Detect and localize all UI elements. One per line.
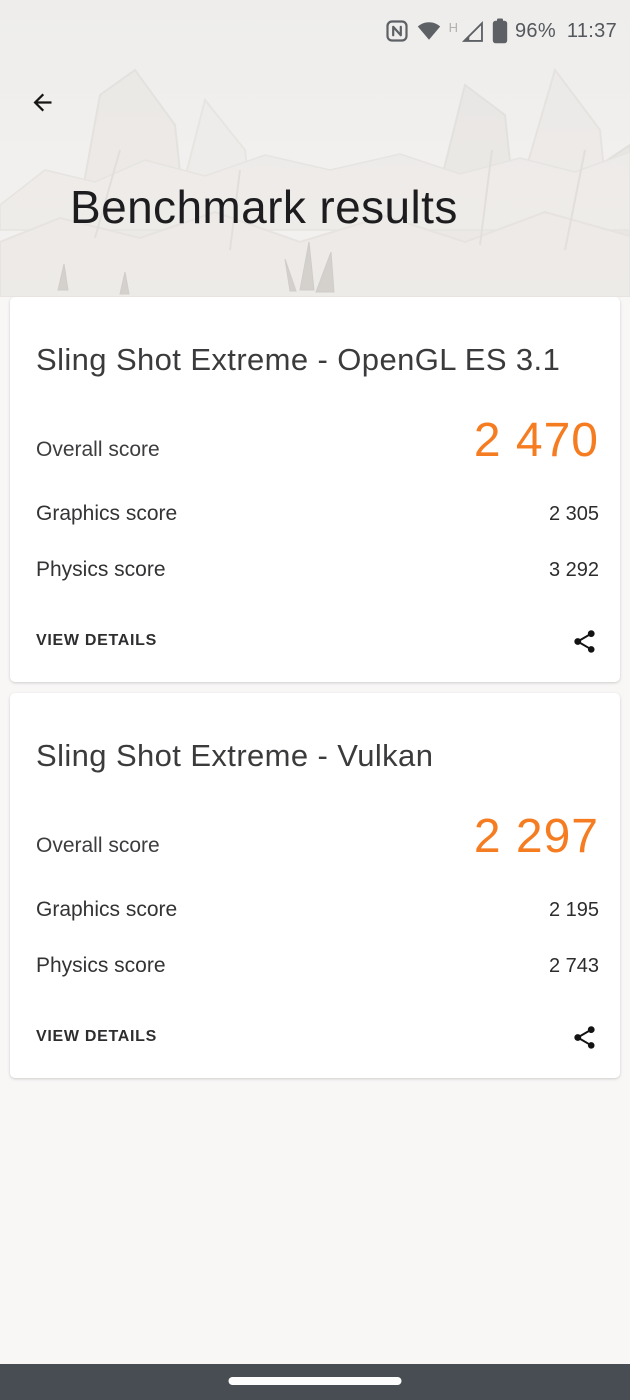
- home-indicator[interactable]: [228, 1377, 402, 1385]
- share-icon: [571, 1024, 598, 1051]
- benchmark-title: Sling Shot Extreme - Vulkan: [36, 738, 434, 773]
- graphics-score-row: Graphics score 2 305: [36, 500, 599, 528]
- network-type-label: H: [448, 20, 458, 35]
- physics-score-value: 3 292: [548, 559, 599, 581]
- benchmark-card-opengl[interactable]: Sling Shot Extreme - OpenGL ES 3.1 Overa…: [10, 297, 620, 682]
- card-actions-row: VIEW DETAILS: [36, 626, 599, 656]
- graphics-score-label: Graphics score: [36, 898, 178, 921]
- physics-score-value: 2 743: [548, 955, 599, 977]
- view-details-button[interactable]: VIEW DETAILS: [36, 632, 157, 649]
- graphics-score-row: Graphics score 2 195: [36, 896, 599, 924]
- overall-score-row: Overall score 2 297: [36, 812, 599, 862]
- benchmark-title: Sling Shot Extreme - OpenGL ES 3.1: [36, 342, 561, 377]
- header-region: H 96% 11:37 B: [0, 0, 630, 297]
- battery-percent-label: 96%: [514, 19, 556, 42]
- overall-score-value: 2 470: [473, 414, 599, 467]
- card-actions-row: VIEW DETAILS: [36, 1022, 599, 1052]
- graphics-score-value: 2 305: [548, 503, 599, 525]
- overall-score-value: 2 297: [473, 810, 599, 863]
- physics-score-row: Physics score 2 743: [36, 952, 599, 980]
- nfc-icon: [385, 19, 409, 43]
- cellular-signal-icon: H: [449, 18, 485, 44]
- wifi-icon: [416, 19, 442, 43]
- back-button[interactable]: [26, 86, 58, 118]
- share-button[interactable]: [569, 1022, 599, 1052]
- graphics-score-value: 2 195: [548, 899, 599, 921]
- status-bar: H 96% 11:37: [0, 0, 630, 62]
- benchmark-card-vulkan[interactable]: Sling Shot Extreme - Vulkan Overall scor…: [10, 693, 620, 1078]
- physics-score-label: Physics score: [36, 558, 166, 581]
- view-details-button[interactable]: VIEW DETAILS: [36, 1028, 157, 1045]
- share-button[interactable]: [569, 626, 599, 656]
- header-background-image: [0, 0, 630, 297]
- arrow-left-icon: [29, 89, 56, 116]
- overall-score-label: Overall score: [36, 438, 160, 461]
- overall-score-label: Overall score: [36, 834, 160, 857]
- share-icon: [571, 628, 598, 655]
- physics-score-row: Physics score 3 292: [36, 556, 599, 584]
- overall-score-row: Overall score 2 470: [36, 416, 599, 466]
- graphics-score-label: Graphics score: [36, 502, 178, 525]
- page-title: Benchmark results: [70, 181, 458, 233]
- results-list: Sling Shot Extreme - OpenGL ES 3.1 Overa…: [0, 297, 630, 1364]
- clock-label: 11:37: [566, 19, 617, 42]
- physics-score-label: Physics score: [36, 954, 166, 977]
- battery-icon: [492, 18, 508, 44]
- gesture-nav-bar: [0, 1364, 630, 1400]
